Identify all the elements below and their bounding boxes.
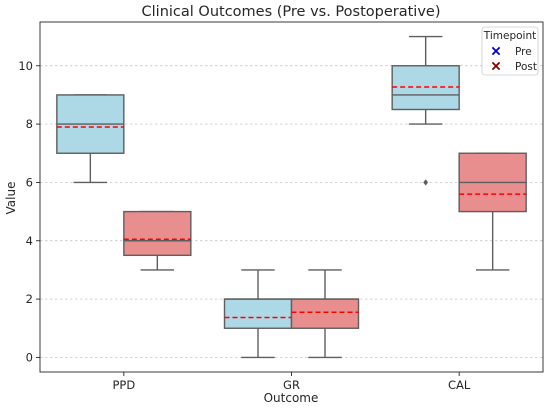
x-tick-label: GR <box>283 378 300 392</box>
x-axis-label: Outcome <box>264 391 319 405</box>
y-tick-label: 10 <box>18 59 33 73</box>
y-tick-label: 2 <box>26 292 33 306</box>
y-tick-label: 4 <box>26 234 33 248</box>
chart-title: Clinical Outcomes (Pre vs. Postoperative… <box>142 4 441 20</box>
box-pre-ppd <box>56 94 125 184</box>
box-post-gr <box>290 269 360 359</box>
legend-marker-pre-icon <box>491 46 501 56</box>
box-iqr <box>290 298 360 329</box>
y-tick-label: 6 <box>26 175 33 189</box>
legend-frame <box>481 26 539 76</box>
y-tick-label: 8 <box>26 117 33 131</box>
axis-ticks: 0 2 4 6 8 10 PPD GR CAL <box>18 59 471 392</box>
box-iqr <box>123 210 192 257</box>
x-tick-label: CAL <box>448 378 471 392</box>
box-post-ppd <box>123 210 192 271</box>
x-marker-stroke <box>491 61 501 71</box>
box-iqr <box>223 298 293 329</box>
legend-label-post: Post <box>515 61 537 73</box>
legend-entries: Pre Post <box>491 46 537 73</box>
y-tick-label: 0 <box>26 350 33 364</box>
outlier-point <box>423 179 429 186</box>
box-plot-series <box>56 35 527 359</box>
box-pre-gr <box>223 269 293 359</box>
x-tick-label: PPD <box>112 378 135 392</box>
legend-label-pre: Pre <box>515 46 532 58</box>
legend-title: Timepoint <box>483 30 536 42</box>
box-post-cal <box>458 152 527 271</box>
y-axis-label: Value <box>4 182 18 215</box>
legend: Timepoint Pre Post <box>481 26 539 76</box>
x-marker-stroke <box>491 46 501 56</box>
box-pre-cal <box>391 35 460 186</box>
legend-marker-post-icon <box>491 61 501 71</box>
